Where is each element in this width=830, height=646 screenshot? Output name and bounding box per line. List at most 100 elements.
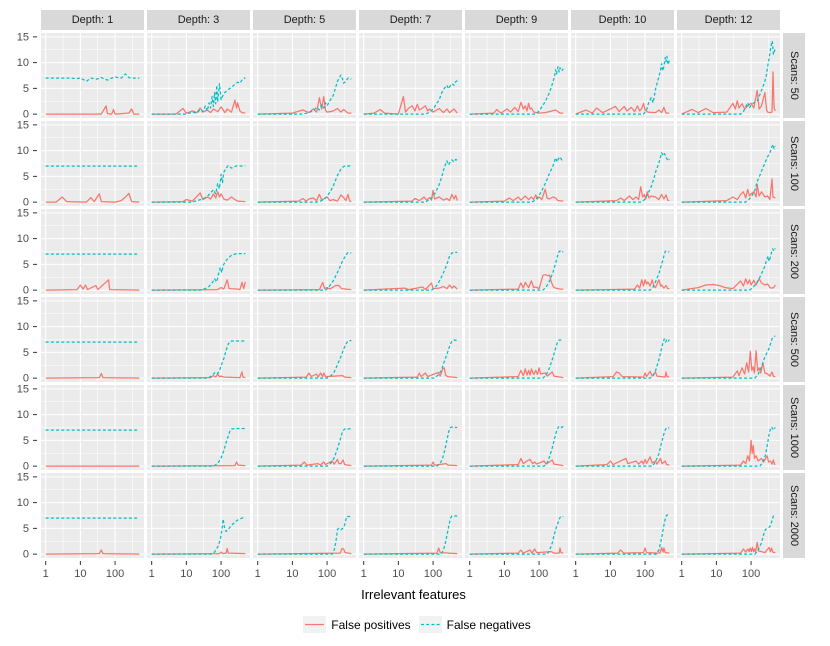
legend-entry-false-negatives: False negatives xyxy=(418,616,531,633)
false-negatives-dashed-line-key-icon xyxy=(418,616,442,633)
facet-col-strip-label: Depth: 10 xyxy=(598,14,647,26)
panel-depth-10-scans-100 xyxy=(571,121,674,206)
svg-text:10: 10 xyxy=(710,568,722,580)
panel-depth-7-scans-200 xyxy=(359,209,462,294)
svg-text:100: 100 xyxy=(636,568,654,580)
panel-depth-9-scans-200 xyxy=(465,209,568,294)
svg-text:0: 0 xyxy=(23,285,29,294)
facet-row-strip-scans-200: Scans: 200 xyxy=(783,209,805,294)
x-axis-depth-10: 1 10 100 xyxy=(571,561,674,585)
legend-label-false-positives: False positives xyxy=(331,617,411,632)
svg-text:0: 0 xyxy=(23,461,29,470)
svg-text:100: 100 xyxy=(318,568,336,580)
y-axis: 0 5 10 15 xyxy=(2,295,38,385)
panel-depth-5-scans-100 xyxy=(253,121,356,206)
svg-text:5: 5 xyxy=(23,83,29,95)
panel-depth-9-scans-100 xyxy=(465,121,568,206)
bottom-right-corner xyxy=(783,561,805,585)
legend-entry-false-positives: False positives xyxy=(303,616,411,633)
x-axis-depth-1: 1 10 100 xyxy=(41,561,144,585)
svg-text:0: 0 xyxy=(23,109,29,118)
x-axis-depth-12: 1 10 100 xyxy=(677,561,780,585)
facet-row-strip-label: Scans: 100 xyxy=(788,135,800,192)
svg-text:5: 5 xyxy=(23,435,29,447)
svg-text:100: 100 xyxy=(530,568,548,580)
panel-depth-5-scans-200 xyxy=(253,209,356,294)
facet-col-strip-depth-1: Depth: 1 xyxy=(41,10,144,30)
panel-depth-9-scans-500 xyxy=(465,297,568,382)
panel-depth-10-scans-50 xyxy=(571,33,674,118)
panel-depth-1-scans-50 xyxy=(41,33,144,118)
svg-text:5: 5 xyxy=(23,259,29,271)
false-positives-line-key-icon xyxy=(303,616,327,633)
facet-col-strip-label: Depth: 3 xyxy=(177,14,220,26)
x-axis-title: Irrelevant features xyxy=(361,587,466,602)
legend-label-false-negatives: False negatives xyxy=(446,617,531,632)
svg-text:1: 1 xyxy=(573,568,579,580)
panel-depth-1-scans-2000 xyxy=(41,473,144,558)
svg-text:10: 10 xyxy=(286,568,298,580)
panel-depth-12-scans-200 xyxy=(677,209,780,294)
facet-col-strip-depth-3: Depth: 3 xyxy=(147,10,250,30)
svg-text:0: 0 xyxy=(23,197,29,206)
facet-row-strip-scans-50: Scans: 50 xyxy=(783,33,805,118)
panel-depth-1-scans-100 xyxy=(41,121,144,206)
svg-text:100: 100 xyxy=(424,568,442,580)
facet-col-strip-label: Depth: 1 xyxy=(71,14,114,26)
facet-row-strip-label: Scans: 50 xyxy=(788,51,800,100)
panel-depth-12-scans-50 xyxy=(677,33,780,118)
facet-row-strip-scans-100: Scans: 100 xyxy=(783,121,805,206)
svg-text:1: 1 xyxy=(255,568,261,580)
svg-text:10: 10 xyxy=(17,57,29,69)
panel-depth-3-scans-200 xyxy=(147,209,250,294)
svg-text:15: 15 xyxy=(17,473,29,483)
panel-depth-12-scans-100 xyxy=(677,121,780,206)
panel-depth-9-scans-1000 xyxy=(465,385,568,470)
svg-text:10: 10 xyxy=(180,568,192,580)
panel-depth-5-scans-1000 xyxy=(253,385,356,470)
panel-depth-12-scans-2000 xyxy=(677,473,780,558)
panel-depth-3-scans-50 xyxy=(147,33,250,118)
panel-depth-3-scans-2000 xyxy=(147,473,250,558)
panel-depth-5-scans-2000 xyxy=(253,473,356,558)
facet-row-strip-label: Scans: 2000 xyxy=(788,484,800,547)
svg-text:100: 100 xyxy=(212,568,230,580)
svg-text:10: 10 xyxy=(392,568,404,580)
facet-col-strip-label: Depth: 7 xyxy=(389,14,432,26)
panel-depth-7-scans-2000 xyxy=(359,473,462,558)
svg-text:10: 10 xyxy=(17,145,29,157)
facet-row-strip-label: Scans: 500 xyxy=(788,311,800,368)
panel-depth-10-scans-500 xyxy=(571,297,674,382)
svg-text:100: 100 xyxy=(742,568,760,580)
panel-depth-10-scans-200 xyxy=(571,209,674,294)
panel-depth-3-scans-500 xyxy=(147,297,250,382)
y-axis: 0 5 10 15 xyxy=(2,471,38,561)
x-axis-depth-9: 1 10 100 xyxy=(465,561,568,585)
svg-text:10: 10 xyxy=(17,409,29,421)
panel-depth-7-scans-50 xyxy=(359,33,462,118)
svg-text:10: 10 xyxy=(604,568,616,580)
facet-col-strip-depth-5: Depth: 5 xyxy=(253,10,356,30)
facet-row-strip-label: Scans: 1000 xyxy=(788,396,800,459)
x-axis-depth-5: 1 10 100 xyxy=(253,561,356,585)
facet-row-strip-scans-2000: Scans: 2000 xyxy=(783,473,805,558)
panel-depth-12-scans-500 xyxy=(677,297,780,382)
y-axis: 0 5 10 15 xyxy=(2,383,38,473)
svg-text:1: 1 xyxy=(361,568,367,580)
facet-row-strip-label: Scans: 200 xyxy=(788,223,800,280)
legend: False positives False negatives xyxy=(2,616,830,633)
facet-col-strip-label: Depth: 5 xyxy=(283,14,326,26)
y-axis: 0 5 10 15 xyxy=(2,207,38,297)
panel-depth-10-scans-1000 xyxy=(571,385,674,470)
svg-text:100: 100 xyxy=(106,568,124,580)
svg-text:15: 15 xyxy=(17,297,29,307)
facet-row-strip-scans-1000: Scans: 1000 xyxy=(783,385,805,470)
x-axis-depth-3: 1 10 100 xyxy=(147,561,250,585)
svg-text:5: 5 xyxy=(23,347,29,359)
panel-depth-7-scans-100 xyxy=(359,121,462,206)
y-axis: 0 5 10 15 xyxy=(2,119,38,209)
facet-col-strip-label: Depth: 12 xyxy=(704,14,753,26)
svg-text:10: 10 xyxy=(498,568,510,580)
panel-depth-5-scans-50 xyxy=(253,33,356,118)
facet-col-strip-depth-7: Depth: 7 xyxy=(359,10,462,30)
